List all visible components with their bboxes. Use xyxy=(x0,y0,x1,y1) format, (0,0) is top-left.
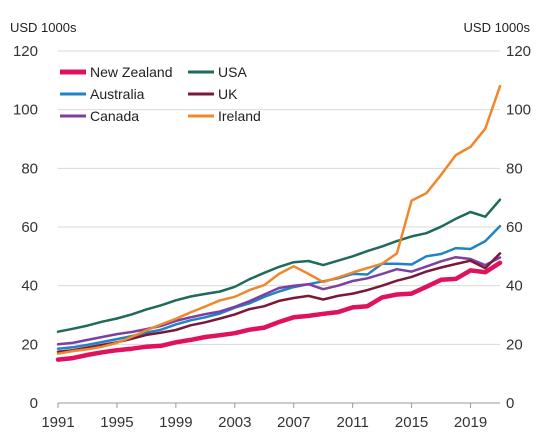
series-line-canada xyxy=(56,255,502,346)
y-tick-label-right: 120 xyxy=(506,43,531,60)
y-tick-label-left: 60 xyxy=(21,219,38,236)
y-tick-label-left: 100 xyxy=(13,102,38,119)
y-tick-label-right: 60 xyxy=(506,219,523,236)
x-tick-label: 2003 xyxy=(218,414,251,431)
y-tick-label-left: 40 xyxy=(21,278,38,295)
y-tick-label-left: 120 xyxy=(13,43,38,60)
grid-layer xyxy=(58,50,500,404)
legend-label: New Zealand xyxy=(90,64,173,80)
x-tick-labels: 1991 1995 1999 2003 2007 2011 2015 2019 xyxy=(41,403,487,431)
y-tick-label-right: 20 xyxy=(506,336,523,353)
left-axis-unit-label: USD 1000s xyxy=(10,20,77,35)
series-line-ireland xyxy=(56,84,502,355)
legend-label: Australia xyxy=(90,86,145,102)
series-line-new-zealand xyxy=(55,260,503,362)
x-tick-label: 2015 xyxy=(395,414,428,431)
legend-label: UK xyxy=(218,86,238,102)
y-tick-label-left: 20 xyxy=(21,336,38,353)
legend: New Zealand USA Australia UK Canada Ireland xyxy=(60,64,261,124)
y-tick-labels: 0 0 20 20 40 40 60 60 80 80 100 100 120 120 xyxy=(13,43,531,412)
right-axis-unit-label: USD 1000s xyxy=(464,20,531,35)
x-tick-label: 1991 xyxy=(41,414,74,431)
legend-label: Canada xyxy=(90,108,139,124)
legend-label: Ireland xyxy=(218,108,261,124)
series-line-usa xyxy=(56,198,502,333)
legend-label: USA xyxy=(218,64,247,80)
y-tick-label-right: 0 xyxy=(506,395,514,412)
x-tick-label: 1999 xyxy=(159,414,192,431)
series-line-uk xyxy=(56,252,502,353)
x-tick-label: 2007 xyxy=(277,414,310,431)
y-tick-label-right: 100 xyxy=(506,102,531,119)
x-tick-label: 1995 xyxy=(100,414,133,431)
y-tick-label-right: 40 xyxy=(506,278,523,295)
y-tick-label-right: 80 xyxy=(506,160,523,177)
y-tick-label-left: 80 xyxy=(21,160,38,177)
x-tick-label: 2011 xyxy=(337,414,369,431)
series-lines xyxy=(55,84,503,362)
y-tick-label-left: 0 xyxy=(30,395,38,412)
x-tick-label: 2019 xyxy=(454,414,487,431)
